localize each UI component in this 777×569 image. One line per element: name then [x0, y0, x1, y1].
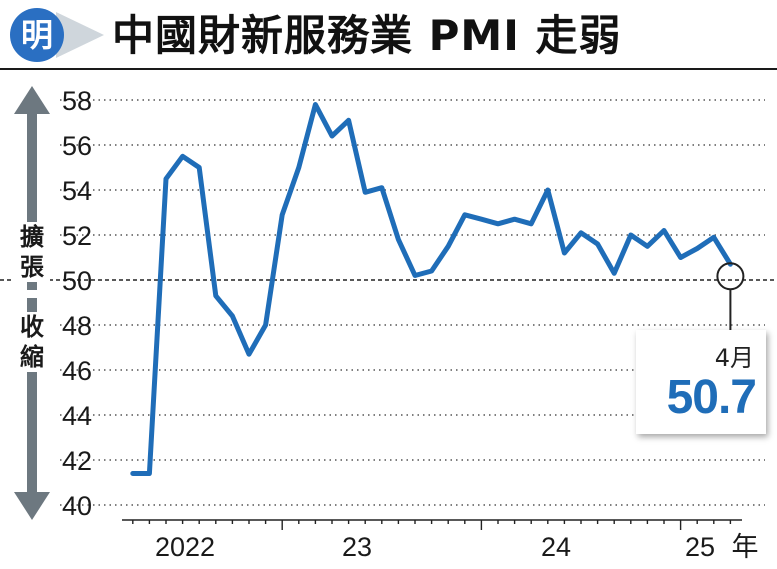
x-year-label: 23 [342, 532, 372, 562]
header-divider [0, 68, 777, 70]
contract-arrow-shaft [27, 298, 37, 494]
latest-point-marker [716, 262, 745, 291]
pmi-series [130, 102, 745, 476]
x-axis: 2022 23 24 25 年 [122, 519, 759, 562]
x-year-label: 年 [732, 532, 759, 562]
expand-contract-arrows [14, 86, 50, 520]
y-tick-label: 58 [62, 86, 92, 116]
x-year-label: 25 [685, 532, 715, 562]
y-tick-label: 54 [62, 176, 92, 206]
pmi-series-line [130, 102, 733, 476]
x-year-label: 2022 [155, 532, 215, 562]
contract-label: 收縮 [14, 312, 50, 372]
contract-arrowhead [14, 492, 50, 520]
y-tick-label: 40 [62, 491, 92, 521]
y-tick-label: 46 [62, 356, 92, 386]
y-tick-label: 50 [62, 266, 92, 296]
y-tick-label: 42 [62, 446, 92, 476]
y-tick-label: 44 [62, 401, 92, 431]
callout-month: 4月 [714, 344, 754, 372]
chart-header: 明 中國財新服務業 PMI 走弱 [0, 0, 777, 72]
expand-arrow-shaft [27, 112, 37, 290]
chart-title: 中國財新服務業 PMI 走弱 [112, 11, 622, 60]
callout-value: 50.7 [666, 371, 757, 424]
y-axis-ticks: 40 42 44 46 48 50 52 54 56 58 [62, 86, 92, 521]
ming-pao-logo: 明 [10, 8, 104, 62]
y-tick-label: 56 [62, 131, 92, 161]
logo-text: 明 [21, 16, 53, 54]
y-tick-label: 52 [62, 221, 92, 251]
y-tick-label: 48 [62, 311, 92, 341]
gridlines [0, 99, 775, 506]
x-year-label: 24 [541, 532, 571, 562]
expand-arrowhead [14, 86, 50, 114]
expand-label: 擴張 [14, 222, 50, 282]
latest-value-callout: 4月 50.7 [636, 330, 766, 434]
